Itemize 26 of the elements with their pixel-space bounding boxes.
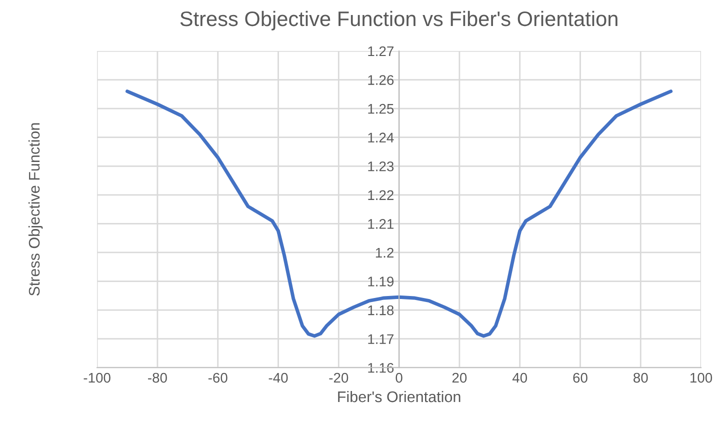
- x-tick-label: 0: [396, 372, 402, 383]
- x-tick-label: 40: [512, 372, 528, 383]
- y-tick-label: 1.27: [368, 46, 394, 56]
- x-tick-label: 60: [573, 372, 588, 383]
- y-tick-label: 1.2: [376, 248, 394, 258]
- y-tick-label: 1.26: [368, 75, 394, 85]
- x-tick-label: -20: [329, 372, 348, 383]
- y-tick-label: 1.22: [368, 190, 394, 200]
- x-tick-label: -100: [84, 372, 110, 383]
- y-tick-label: 1.23: [368, 161, 394, 172]
- y-tick-label: 1.25: [368, 104, 394, 114]
- x-tick-label: 100: [690, 372, 712, 383]
- y-axis-title: Stress Objective Function: [28, 123, 43, 296]
- x-tick-label: 20: [452, 372, 467, 383]
- y-tick-label: 1.19: [368, 276, 394, 286]
- x-tick-label: -40: [268, 372, 288, 383]
- y-tick-label: 1.17: [368, 334, 394, 344]
- x-tick-label: -80: [148, 372, 167, 383]
- y-tick-label: 1.24: [368, 132, 394, 142]
- y-tick-label: 1.18: [368, 305, 394, 316]
- chart-title: Stress Objective Function vs Fiber's Orientation: [180, 10, 618, 30]
- y-tick-label: 1.16: [368, 362, 394, 373]
- x-tick-label: -60: [208, 372, 228, 383]
- y-tick-label: 1.21: [368, 219, 394, 229]
- x-tick-label: 80: [634, 372, 648, 383]
- x-axis-title: Fiber's Orientation: [338, 390, 460, 402]
